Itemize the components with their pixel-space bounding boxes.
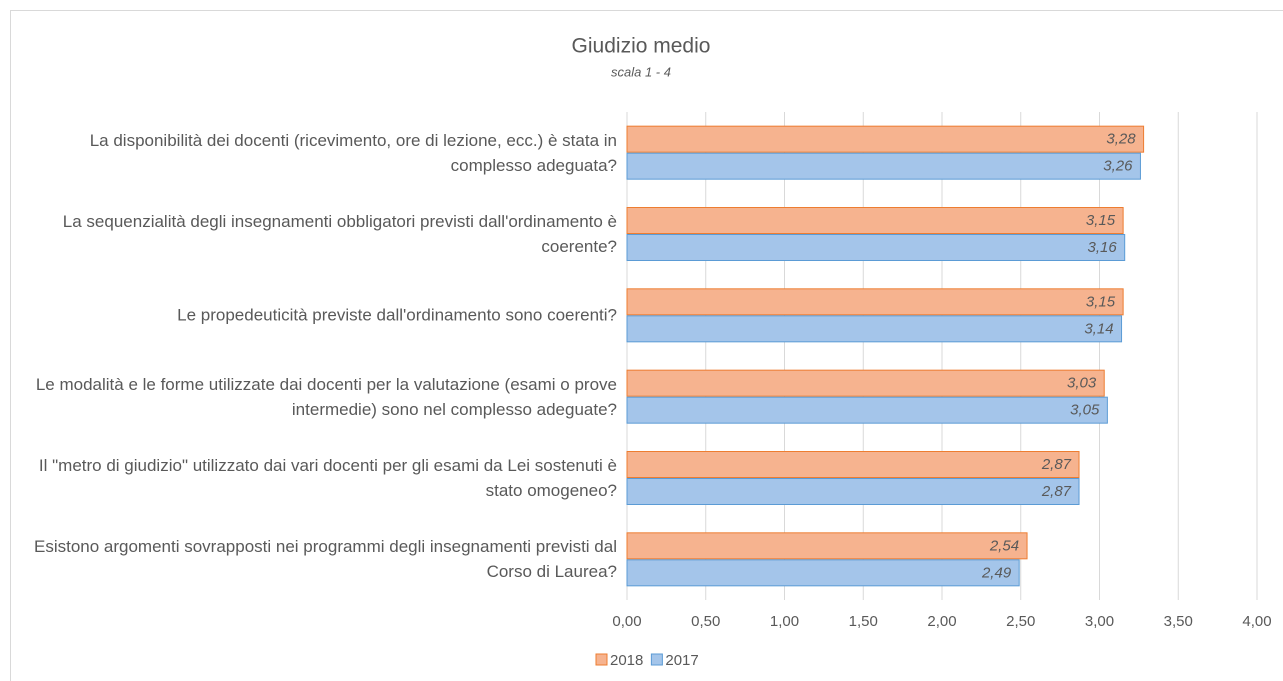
chart-subtitle: scala 1 - 4 bbox=[611, 64, 671, 79]
y-tick-label: Le modalità e le forme utilizzate dai do… bbox=[35, 374, 617, 419]
x-tick-label: 1,50 bbox=[849, 613, 878, 630]
x-tick-label: 0,50 bbox=[691, 613, 720, 630]
y-tick-label: La disponibilità dei docenti (riceviment… bbox=[89, 130, 617, 175]
y-tick-label: Il "metro di giudizio" utilizzato dai va… bbox=[38, 456, 617, 500]
chart-border bbox=[10, 10, 1283, 681]
data-label: 3,05 bbox=[1070, 402, 1100, 419]
y-tick-label: Esistono argomenti sovrapposti nei progr… bbox=[33, 537, 617, 582]
data-label: 3,26 bbox=[1103, 158, 1133, 175]
chart-title: Giudizio medio bbox=[572, 35, 711, 58]
legend-label: 2018 bbox=[610, 652, 643, 669]
bar bbox=[626, 234, 1126, 261]
data-label: 2,49 bbox=[981, 564, 1012, 581]
data-label: 2,87 bbox=[1041, 456, 1072, 473]
bar bbox=[626, 207, 1124, 234]
x-tick-label: 4,00 bbox=[1242, 613, 1271, 630]
x-tick-label: 1,00 bbox=[770, 613, 799, 630]
data-label: 2,87 bbox=[1041, 483, 1072, 500]
x-tick-label: 3,00 bbox=[1085, 613, 1114, 630]
x-tick-label: 2,50 bbox=[1006, 613, 1035, 630]
data-label: 3,15 bbox=[1086, 212, 1116, 229]
bar bbox=[626, 152, 1141, 180]
data-label: 3,15 bbox=[1086, 293, 1116, 310]
bar bbox=[626, 396, 1108, 424]
legend-label: 2017 bbox=[665, 652, 698, 669]
x-tick-label: 3,50 bbox=[1164, 613, 1193, 630]
y-tick-label: La sequenzialità degli insegnamenti obbl… bbox=[62, 212, 617, 256]
bar bbox=[626, 478, 1080, 505]
data-label: 3,03 bbox=[1067, 375, 1097, 392]
x-tick-label: 0,00 bbox=[612, 613, 641, 630]
bar bbox=[626, 451, 1080, 478]
data-label: 3,28 bbox=[1106, 131, 1136, 148]
legend-swatch bbox=[650, 653, 663, 666]
legend-swatch bbox=[595, 653, 608, 666]
y-tick-label: Le propedeuticità previste dall'ordiname… bbox=[177, 305, 617, 325]
data-label: 2,54 bbox=[989, 537, 1019, 554]
data-label: 3,14 bbox=[1084, 320, 1113, 337]
bar bbox=[626, 315, 1123, 343]
bar bbox=[626, 369, 1105, 397]
bar bbox=[626, 288, 1124, 316]
bar bbox=[626, 125, 1145, 153]
x-tick-label: 2,00 bbox=[927, 613, 956, 630]
data-label: 3,16 bbox=[1087, 239, 1117, 256]
bar bbox=[626, 559, 1020, 587]
bar bbox=[626, 532, 1028, 560]
